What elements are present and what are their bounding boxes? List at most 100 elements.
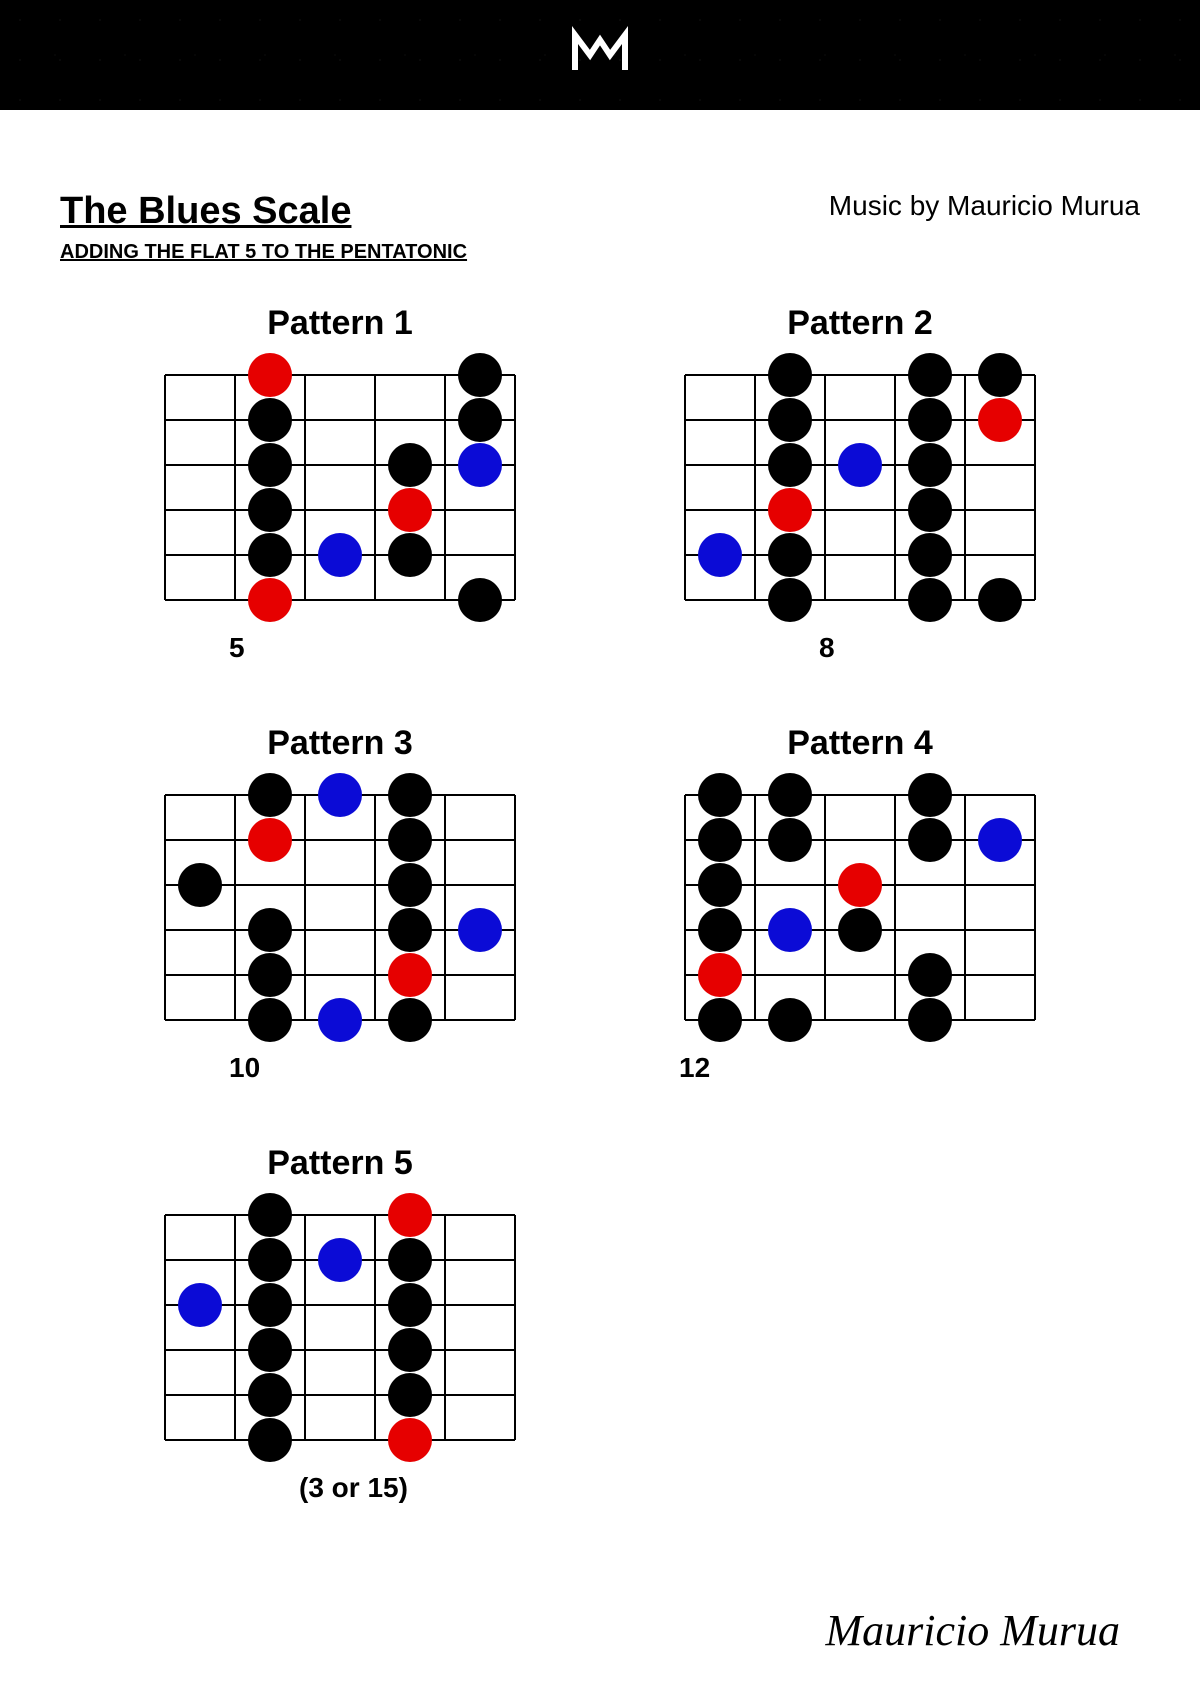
note-dot [768,818,812,862]
pattern-block: Pattern 310 [110,724,570,1084]
note-dot [248,1193,292,1237]
fret-position-label: 10 [229,1052,260,1084]
pattern-title: Pattern 4 [787,724,933,763]
note-dot [248,533,292,577]
fret-position-label: 8 [819,632,835,664]
page-subtitle: ADDING THE FLAT 5 TO THE PENTATONIC [60,241,1140,264]
fretboard-diagram [139,1189,541,1466]
note-dot [248,1328,292,1372]
note-dot [388,1283,432,1327]
fretboard-diagram [139,769,541,1046]
note-dot [458,578,502,622]
note-dot [178,863,222,907]
note-dot [178,1283,222,1327]
fretboard-diagram [659,769,1061,1046]
note-dot [908,953,952,997]
note-dot [388,818,432,862]
note-dot [908,398,952,442]
note-dot [768,998,812,1042]
note-dot [318,1238,362,1282]
note-dot [768,908,812,952]
pattern-title: Pattern 5 [267,1144,413,1183]
pattern-title: Pattern 1 [267,304,413,343]
note-dot [318,773,362,817]
title-row: The Blues Scale Music by Mauricio Murua [60,190,1140,233]
note-dot [248,1238,292,1282]
note-dot [908,578,952,622]
author-credit: Music by Mauricio Murua [829,190,1140,222]
note-dot [978,578,1022,622]
note-dot [838,443,882,487]
note-dot [248,1283,292,1327]
signature: Mauricio Murua [825,1605,1120,1656]
note-dot [248,818,292,862]
note-dot [768,773,812,817]
note-dot [388,953,432,997]
note-dot [248,443,292,487]
note-dot [838,863,882,907]
note-dot [318,998,362,1042]
note-dot [248,488,292,532]
note-dot [388,773,432,817]
note-dot [458,443,502,487]
pattern-block: Pattern 5 (3 or 15) [110,1144,570,1504]
fretboard-diagram [659,349,1061,626]
fret-position-label: 5 [229,632,245,664]
note-dot [388,998,432,1042]
note-dot [248,578,292,622]
patterns-grid: Pattern 1 5 Pattern 2 8 Pattern 310 Pattern 4… [60,304,1140,1504]
note-dot [908,818,952,862]
note-dot [978,818,1022,862]
note-dot [248,1418,292,1462]
note-dot [908,533,952,577]
note-dot [768,488,812,532]
note-dot [908,773,952,817]
page-title: The Blues Scale [60,190,351,233]
note-dot [698,863,742,907]
note-dot [248,953,292,997]
note-dot [388,1373,432,1417]
note-dot [388,1238,432,1282]
note-dot [978,398,1022,442]
note-dot [768,443,812,487]
note-dot [698,773,742,817]
pattern-title: Pattern 2 [787,304,933,343]
note-dot [698,818,742,862]
logo-icon [570,25,630,85]
note-dot [908,488,952,532]
note-dot [458,398,502,442]
note-dot [458,908,502,952]
note-dot [248,773,292,817]
note-dot [248,1373,292,1417]
note-dot [388,443,432,487]
note-dot [698,908,742,952]
fret-position-label: (3 or 15) [299,1472,408,1504]
note-dot [388,533,432,577]
note-dot [908,353,952,397]
note-dot [388,1193,432,1237]
note-dot [248,998,292,1042]
note-dot [908,998,952,1042]
note-dot [768,533,812,577]
note-dot [768,578,812,622]
note-dot [978,353,1022,397]
note-dot [388,863,432,907]
note-dot [768,353,812,397]
header-band [0,0,1200,110]
note-dot [388,1418,432,1462]
pattern-block: Pattern 2 8 [630,304,1090,664]
note-dot [388,908,432,952]
note-dot [458,353,502,397]
note-dot [248,353,292,397]
note-dot [248,398,292,442]
note-dot [698,953,742,997]
note-dot [768,398,812,442]
note-dot [908,443,952,487]
fret-position-label: 12 [679,1052,710,1084]
note-dot [698,533,742,577]
note-dot [318,533,362,577]
note-dot [388,488,432,532]
note-dot [248,908,292,952]
content-area: The Blues Scale Music by Mauricio Murua … [0,110,1200,1544]
pattern-block: Pattern 1 5 [110,304,570,664]
